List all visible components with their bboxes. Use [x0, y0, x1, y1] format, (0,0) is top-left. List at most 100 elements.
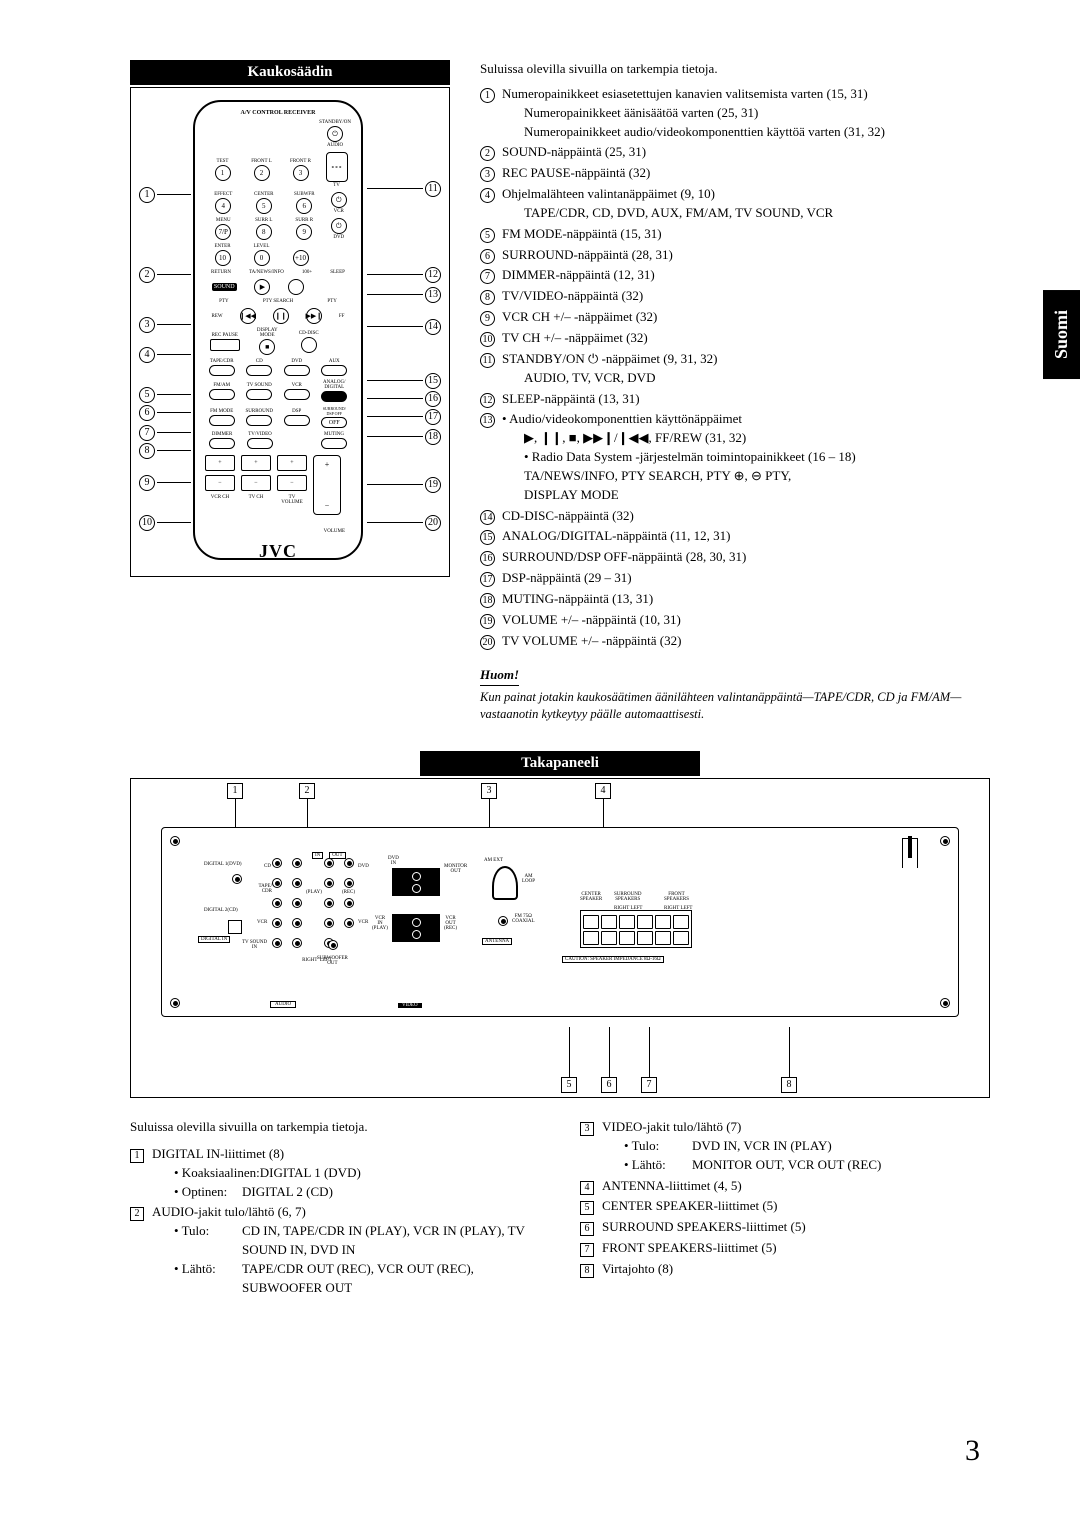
- remote-desc-item: 8TV/VIDEO-näppäintä (32): [480, 287, 990, 306]
- ff-button: ▶▶❙: [306, 308, 322, 324]
- remote-desc-item: 12SLEEP-näppäintä (13, 31): [480, 390, 990, 409]
- remote-description: Suluissa olevilla sivuilla on tarkempia …: [480, 60, 990, 723]
- rear-left-list: 1DIGITAL IN-liittimet (8)• Koaksiaalinen…: [130, 1145, 540, 1298]
- dvd-jack-label: DVD: [358, 864, 369, 869]
- remote-desc-item: 4Ohjelmalähteen valintanäppäimet (9, 10)…: [480, 185, 990, 223]
- tape-jack-label: TAPE/ CDR: [250, 884, 272, 894]
- dvd-in-label: DVD IN: [388, 856, 399, 866]
- num3-button: 3: [293, 165, 309, 181]
- remote-desc-item: 15ANALOG/DIGITAL-näppäintä (11, 12, 31): [480, 527, 990, 546]
- rear-diagram-box: 1234 DIGITAL 1(DVD) DIGITAL 2(CD) DIGITA…: [130, 778, 990, 1098]
- standby-audio-button: ⏻: [327, 126, 343, 142]
- tapecdr-label: TAPE/CDR: [208, 359, 236, 364]
- vcrch-minus: −: [205, 475, 235, 491]
- remote-desc-item: 16SURROUND/DSP OFF-näppäintä (28, 30, 31…: [480, 548, 990, 567]
- video-in-panel: [392, 868, 440, 896]
- num7-button: 7/P: [215, 224, 231, 240]
- remote-desc-item: 6SURROUND-näppäintä (28, 31): [480, 246, 990, 265]
- vcr-button: [284, 389, 310, 400]
- subwoofer-label: SUBWOOFER OUT: [317, 956, 348, 966]
- play-button: ▶: [254, 279, 270, 295]
- remote-header: A/V CONTROL RECEIVER: [195, 110, 361, 116]
- remote-item-list: 1Numeropainikkeet esiasetettujen kanavie…: [480, 85, 990, 651]
- return-label: RETURN: [211, 270, 231, 275]
- amloop-label: AM LOOP: [522, 874, 535, 884]
- dvd2-label: DVD: [283, 359, 311, 364]
- tvvol-plus: +: [277, 455, 307, 471]
- language-tab: Suomi: [1043, 290, 1080, 379]
- off-button: OFF: [321, 417, 347, 428]
- remote-column: Kaukosäädin A/V CONTROL RECEIVER STANDBY…: [130, 60, 450, 723]
- num0-button: 0: [254, 250, 270, 266]
- rec-label: (REC): [342, 890, 355, 895]
- vcr-power-button: ⏻: [331, 192, 347, 208]
- rear-title: Takapaneeli: [420, 751, 700, 776]
- cddisc-button: [301, 337, 317, 353]
- sleep-label: SLEEP: [330, 270, 345, 275]
- tvvideo-button: [247, 438, 273, 449]
- frontr-label: FRONT R: [287, 159, 315, 164]
- rear-desc-item: 3VIDEO-jakit tulo/lähtö (7)• Tulo:DVD IN…: [580, 1118, 990, 1175]
- num8-button: 8: [256, 224, 272, 240]
- digital-in-label: DIGITAL IN: [198, 936, 230, 943]
- fm-jack: [498, 916, 508, 926]
- num5-button: 5: [256, 198, 272, 214]
- tapecdr-button: [209, 365, 235, 376]
- dsp-label: DSP: [283, 409, 311, 414]
- stop-button: ■: [259, 339, 275, 355]
- digital1-jack: [232, 874, 242, 884]
- vcrch-label: VCR CH: [206, 495, 234, 500]
- rew-button: ❙◀◀: [240, 308, 256, 324]
- tvvol-minus: −: [277, 475, 307, 491]
- speaker-terminals: [580, 910, 692, 948]
- audio-label: AUDIO: [327, 143, 343, 148]
- surrounddspoff-label: SURROUND/ DSP OFF: [320, 406, 348, 416]
- digital2-label: DIGITAL 2(CD): [204, 908, 238, 913]
- remote-desc-item: 1Numeropainikkeet esiasetettujen kanavie…: [480, 85, 990, 142]
- page-number: 3: [965, 1434, 980, 1468]
- surrr-label: SURR R: [290, 218, 318, 223]
- test-label: TEST: [209, 159, 237, 164]
- recpause-label: REC PAUSE: [211, 333, 239, 338]
- tanews-label: TA/NEWS/INFO: [249, 270, 284, 275]
- rear-panel: DIGITAL 1(DVD) DIGITAL 2(CD) DIGITAL IN …: [161, 827, 959, 1017]
- displaymode-label: DISPLAY MODE: [253, 328, 281, 338]
- remote-desc-item: 9VCR CH +/– -näppäimet (32): [480, 308, 990, 327]
- antenna-loop-icon: [492, 866, 518, 900]
- remote-intro: Suluissa olevilla sivuilla on tarkempia …: [480, 60, 990, 79]
- remote-desc-item: 14CD-DISC-näppäintä (32): [480, 507, 990, 526]
- tv-label: TV: [333, 183, 340, 188]
- rear-intro: Suluissa olevilla sivuilla on tarkempia …: [130, 1118, 540, 1137]
- num1-button: 1: [215, 165, 231, 181]
- remote-desc-item: 13• Audio/videokomponenttien käyttönäppä…: [480, 410, 990, 504]
- rear-desc-right: 3VIDEO-jakit tulo/lähtö (7)• Tulo:DVD IN…: [580, 1118, 990, 1300]
- pty-label-2: PTY: [327, 299, 336, 304]
- dvd-label: DVD: [333, 235, 344, 240]
- subwoofer-jack: [328, 940, 338, 950]
- remote-desc-item: 2SOUND-näppäintä (25, 31): [480, 143, 990, 162]
- sound-badge: SOUND: [212, 283, 237, 291]
- remote-desc-item: 7DIMMER-näppäintä (12, 31): [480, 266, 990, 285]
- vcr2-label: VCR: [283, 383, 311, 388]
- rear-description: Suluissa olevilla sivuilla on tarkempia …: [130, 1118, 990, 1300]
- dimmer-label: DIMMER: [208, 432, 236, 437]
- rear-desc-item: 2AUDIO-jakit tulo/lähtö (6, 7)• Tulo:CD …: [130, 1203, 540, 1297]
- tvsound-label: TV SOUND: [245, 383, 273, 388]
- aux-button: [321, 365, 347, 376]
- enter-label: ENTER: [209, 244, 237, 249]
- standby-label: STANDBY/ON: [319, 120, 351, 125]
- cd-jack-label: CD: [257, 864, 271, 869]
- level-label: LEVEL: [248, 244, 276, 249]
- rear-desc-item: 7FRONT SPEAKERS-liittimet (5): [580, 1239, 990, 1258]
- fmam-label: FM/AM: [208, 383, 236, 388]
- screw-icon: [940, 998, 950, 1008]
- vcr-in-label: VCR IN (PLAY): [372, 916, 388, 931]
- tvch-label: TV CH: [242, 495, 270, 500]
- tvvideo-label: TV/VIDEO: [246, 432, 274, 437]
- dvd-power-button: ⏻: [331, 218, 347, 234]
- fmmode-button: [209, 415, 235, 426]
- surround-label: SURROUND: [245, 409, 273, 414]
- subwfr-label: SUBWFR: [290, 192, 318, 197]
- remote-desc-item: 10TV CH +/– -näppäimet (32): [480, 329, 990, 348]
- vcr-jack-label: VCR: [257, 920, 267, 925]
